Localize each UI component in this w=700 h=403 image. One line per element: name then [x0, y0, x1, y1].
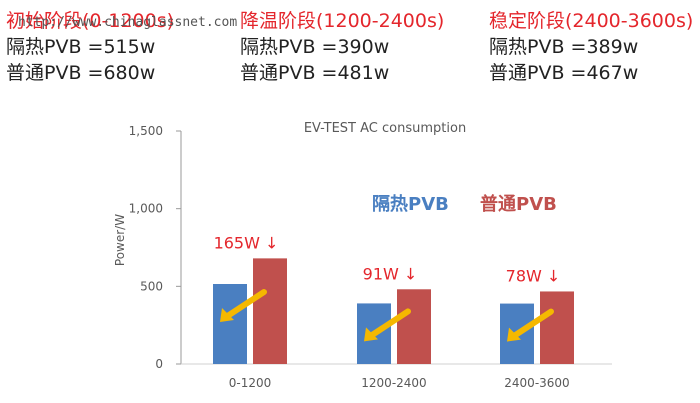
reduction-arrow-icon [223, 289, 267, 321]
phase-insulated-value: 隔热PVB =389w [489, 36, 639, 58]
reduction-arrow-icon [510, 308, 554, 340]
watermark-url: http://www.chinaglassnet.com [18, 15, 238, 30]
y-tick-label: 0 [155, 357, 163, 371]
arrow-head-icon [364, 327, 378, 342]
phase-title: 初始阶段(0-1200s) [6, 10, 175, 32]
phase-block-stable: 稳定阶段(2400-3600s) 隔热PVB =389w 普通PVB =467w [489, 8, 693, 86]
phase-normal-value: 普通PVB =467w [489, 62, 639, 84]
phase-insulated-value: 隔热PVB =390w [240, 36, 390, 58]
x-tick-label: 0-1200 [229, 376, 272, 390]
y-tick-label: 500 [140, 279, 163, 293]
arrow-head-icon [507, 327, 521, 342]
phase-block-cooling: 降温阶段(1200-2400s) 隔热PVB =390w 普通PVB =481w [240, 8, 444, 86]
bar-normal [253, 258, 287, 364]
arrow-head-icon [220, 308, 234, 323]
reduction-arrow-icon [367, 308, 411, 340]
phase-normal-value: 普通PVB =680w [6, 62, 156, 84]
phase-title: 降温阶段(1200-2400s) [240, 10, 445, 32]
phase-block-initial: 初始阶段(0-1200s) 隔热PVB =515w 普通PVB =680w [6, 8, 174, 86]
y-tick-label: 1,000 [129, 202, 163, 216]
bar-normal [397, 289, 431, 364]
reduction-annotation: 91W ↓ [363, 264, 418, 283]
reduction-annotation: 78W ↓ [506, 266, 561, 285]
x-tick-label: 1200-2400 [361, 376, 426, 390]
reduction-annotation: 165W ↓ [214, 233, 279, 252]
phase-title: 稳定阶段(2400-3600s) [489, 10, 694, 32]
legend-insulated: 隔热PVB [372, 193, 449, 215]
phase-normal-value: 普通PVB =481w [240, 62, 390, 84]
chart-title: EV-TEST AC consumption [304, 121, 466, 136]
bar-normal [540, 291, 574, 364]
y-tick-label: 1,500 [129, 124, 163, 138]
legend-normal: 普通PVB [480, 193, 557, 215]
x-tick-label: 2400-3600 [504, 376, 569, 390]
bar-insulated [213, 284, 247, 364]
phase-insulated-value: 隔热PVB =515w [6, 36, 156, 58]
y-axis-label: Power/W [113, 214, 127, 266]
